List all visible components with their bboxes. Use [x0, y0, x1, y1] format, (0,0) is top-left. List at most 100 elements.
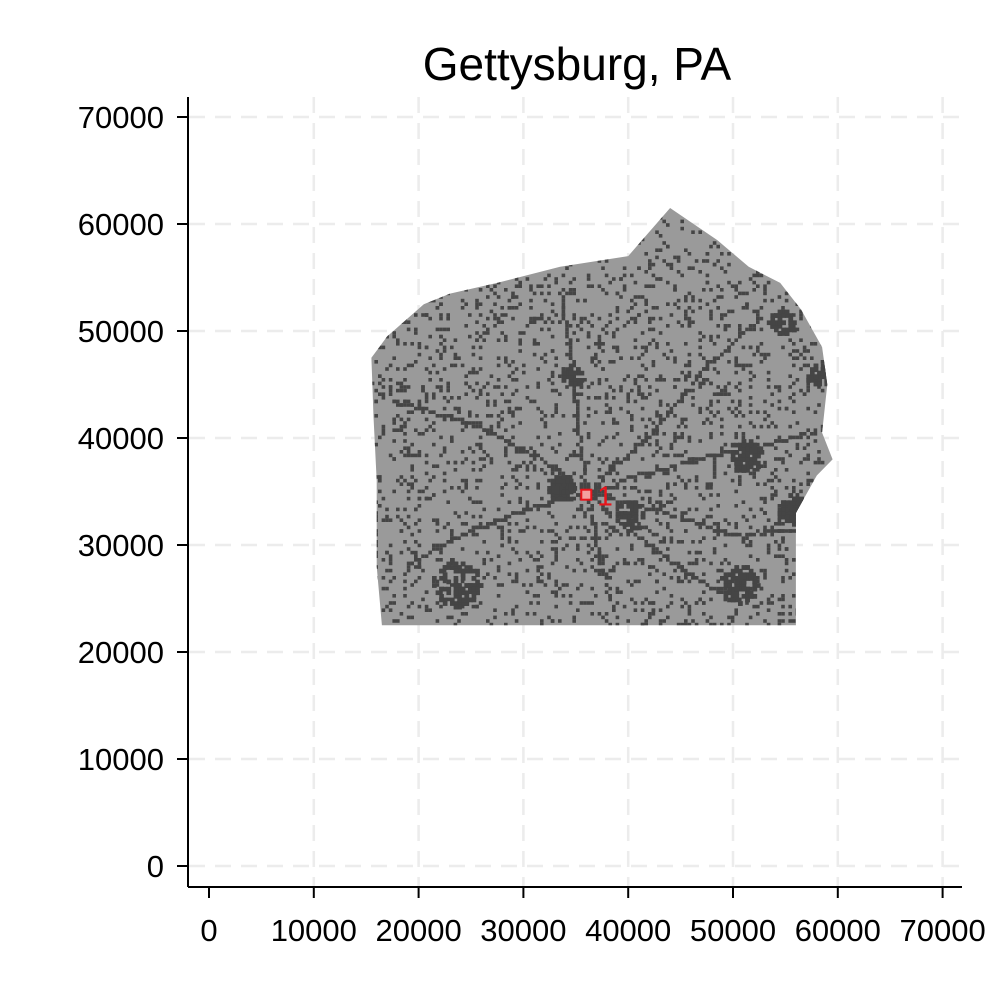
raster-pixel — [763, 298, 767, 303]
raster-pixel — [727, 324, 731, 328]
raster-pixel — [633, 601, 638, 605]
raster-pixel — [561, 216, 566, 220]
raster-pixel — [576, 424, 580, 429]
road-pixel — [525, 450, 530, 454]
x-tick-label: 10000 — [271, 913, 357, 948]
raster-pixel — [464, 374, 468, 378]
raster-pixel — [604, 612, 609, 616]
raster-pixel — [421, 489, 425, 494]
raster-pixel — [738, 399, 742, 404]
raster-pixel — [702, 522, 706, 526]
road-pixel — [522, 450, 526, 454]
raster-pixel — [594, 342, 598, 346]
raster-pixel — [518, 482, 522, 486]
raster-pixel — [662, 471, 666, 476]
raster-pixel — [428, 291, 432, 296]
road-pixel — [601, 493, 605, 497]
raster-pixel — [770, 496, 774, 501]
raster-pixel — [698, 540, 702, 544]
raster-pixel — [601, 626, 605, 630]
raster-pixel — [439, 316, 443, 321]
cluster-pixel — [799, 507, 804, 513]
cluster-pixel — [781, 514, 786, 520]
raster-pixel — [687, 316, 692, 321]
raster-pixel — [777, 478, 782, 483]
raster-pixel — [399, 385, 404, 389]
raster-pixel — [792, 572, 796, 576]
raster-pixel — [453, 511, 458, 515]
raster-pixel — [763, 352, 767, 357]
raster-pixel — [651, 421, 656, 425]
raster-pixel — [709, 561, 713, 566]
raster-pixel — [421, 244, 425, 249]
raster-pixel — [824, 558, 828, 562]
raster-pixel — [738, 241, 742, 245]
raster-pixel — [705, 514, 710, 519]
raster-pixel — [500, 475, 504, 479]
raster-pixel — [417, 399, 422, 404]
raster-pixel — [525, 475, 530, 479]
raster-pixel — [432, 543, 436, 548]
raster-pixel — [662, 453, 666, 458]
raster-pixel — [406, 547, 411, 551]
cluster-pixel — [738, 446, 743, 452]
raster-pixel — [583, 234, 587, 238]
raster-pixel — [457, 219, 461, 224]
raster-pixel — [475, 306, 479, 310]
road-pixel — [723, 450, 728, 454]
raster-pixel — [421, 385, 425, 389]
raster-pixel — [676, 475, 681, 479]
cluster-pixel — [781, 320, 786, 326]
raster-pixel — [432, 363, 436, 368]
raster-pixel — [414, 291, 418, 296]
raster-pixel — [407, 626, 411, 630]
raster-pixel — [666, 403, 670, 407]
raster-pixel — [687, 266, 692, 270]
raster-pixel — [388, 392, 393, 396]
raster-pixel — [622, 324, 627, 328]
cluster-pixel — [615, 504, 621, 509]
cluster-pixel — [450, 597, 455, 603]
raster-pixel — [752, 604, 756, 609]
raster-pixel — [734, 432, 738, 436]
raster-pixel — [493, 385, 497, 389]
raster-pixel — [763, 417, 767, 422]
raster-pixel — [424, 230, 429, 234]
road-pixel — [648, 435, 652, 440]
raster-pixel — [421, 313, 425, 317]
cluster-pixel — [723, 576, 729, 581]
raster-pixel — [504, 482, 508, 486]
raster-pixel — [601, 615, 605, 620]
raster-pixel — [601, 522, 605, 526]
road-pixel — [457, 536, 461, 540]
cluster-pixel — [734, 590, 740, 596]
raster-pixel — [486, 381, 490, 386]
raster-pixel — [748, 554, 753, 558]
raster-pixel — [820, 388, 825, 393]
raster-pixel — [788, 338, 792, 342]
cluster-pixel — [453, 579, 459, 585]
raster-pixel — [374, 514, 378, 519]
road-pixel — [601, 475, 605, 479]
raster-pixel — [738, 403, 742, 407]
raster-pixel — [698, 306, 702, 310]
cluster-pixel — [745, 597, 750, 603]
raster-pixel — [651, 327, 656, 332]
raster-pixel — [792, 363, 796, 368]
raster-pixel — [774, 468, 778, 472]
raster-pixel — [810, 234, 814, 238]
raster-pixel — [424, 345, 429, 350]
raster-pixel — [460, 230, 465, 234]
raster-pixel — [831, 259, 833, 263]
raster-pixel — [799, 601, 803, 605]
raster-pixel — [435, 522, 440, 526]
road-pixel — [759, 446, 764, 450]
raster-pixel — [550, 349, 555, 353]
raster-pixel — [691, 298, 695, 303]
raster-pixel — [702, 601, 706, 605]
raster-pixel — [676, 453, 681, 458]
raster-pixel — [727, 262, 731, 267]
raster-pixel — [705, 259, 710, 263]
raster-pixel — [648, 601, 652, 605]
raster-pixel — [381, 248, 386, 252]
